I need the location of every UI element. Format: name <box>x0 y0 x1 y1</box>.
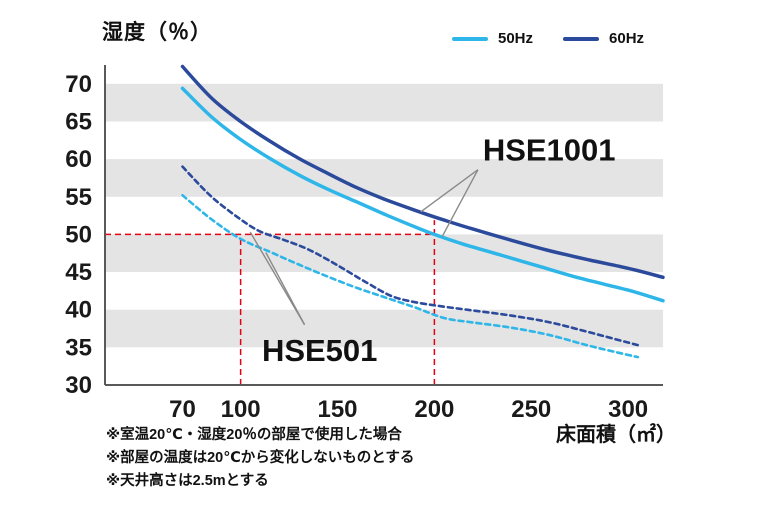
y-tick-70: 70 <box>65 71 92 98</box>
annotation-label-hse501: HSE501 <box>262 333 377 368</box>
y-tick-30: 30 <box>65 372 92 399</box>
y-tick-65: 65 <box>65 108 92 135</box>
legend-swatch-50hz-icon <box>452 36 488 41</box>
legend: 50Hz 60Hz <box>452 30 644 47</box>
y-tick-35: 35 <box>65 334 92 361</box>
grid-stripe <box>105 234 663 273</box>
x-tick-150: 150 <box>317 396 357 423</box>
grid-stripe <box>105 309 663 348</box>
x-tick-300: 300 <box>608 396 648 423</box>
curve-hse501-50hz <box>181 193 640 359</box>
curve-hse501-60hz <box>181 165 640 347</box>
y-tick-60: 60 <box>65 146 92 173</box>
annotation-pointer-hse501 <box>265 252 306 326</box>
legend-swatch-60hz-icon <box>563 36 600 41</box>
annotation-pointer-hse1001 <box>420 169 479 213</box>
y-axis-title: 湿度（％） <box>102 21 212 44</box>
annotation-pointer-hse1001 <box>441 169 479 238</box>
legend-label-50hz: 50Hz <box>498 30 534 47</box>
curve-hse1001-60hz <box>180 64 665 280</box>
y-tick-55: 55 <box>65 184 92 211</box>
grid-stripe <box>105 83 663 122</box>
legend-item-50hz: 50Hz <box>452 30 533 47</box>
footnote-ceiling-height: ※天井高さは2.5mとする <box>106 473 269 490</box>
x-tick-70: 70 <box>169 396 196 423</box>
y-tick-40: 40 <box>65 297 92 324</box>
annotation-label-hse1001: HSE1001 <box>483 133 616 168</box>
x-tick-200: 200 <box>414 396 454 423</box>
legend-label-60hz: 60Hz <box>609 30 645 47</box>
x-tick-250: 250 <box>511 396 551 423</box>
y-tick-45: 45 <box>65 259 92 286</box>
footnote-temperature: ※部屋の温度は20℃から変化しないものとする <box>106 450 415 467</box>
legend-item-60hz: 60Hz <box>563 30 644 47</box>
footnote-room-condition: ※室温20℃・湿度20％の部屋で使用した場合 <box>106 427 402 443</box>
footnotes: ※室温20℃・湿度20％の部屋で使用した場合 ※部屋の温度は20℃から変化しない… <box>106 424 414 494</box>
x-axis-title: 床面積（㎡） <box>556 424 676 446</box>
curve-hse1001-50hz <box>180 86 665 303</box>
grid-stripe <box>105 159 663 197</box>
x-tick-100: 100 <box>221 396 261 423</box>
y-tick-50: 50 <box>65 221 92 248</box>
